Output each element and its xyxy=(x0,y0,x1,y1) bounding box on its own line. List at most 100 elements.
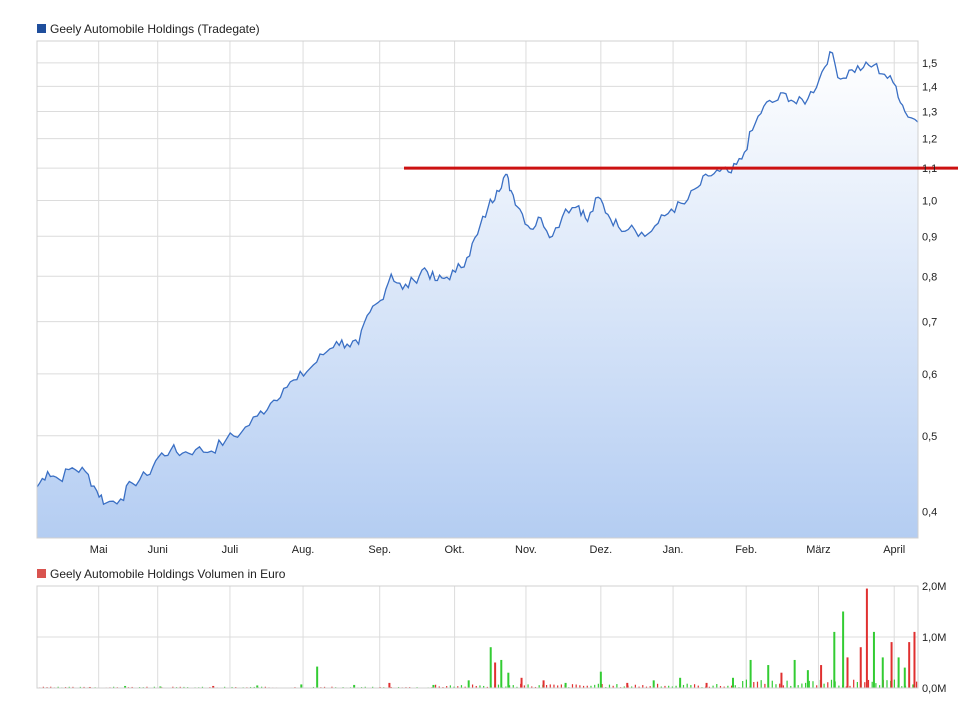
volume-bar xyxy=(353,684,356,688)
volume-bar xyxy=(527,684,529,688)
volume-bar xyxy=(560,684,562,688)
volume-bar xyxy=(57,686,59,688)
volume-bar xyxy=(830,679,833,688)
volume-bar xyxy=(793,659,796,688)
volume-bar xyxy=(865,588,868,688)
volume-bar xyxy=(575,684,577,688)
volume-bar xyxy=(867,679,870,688)
volume-bar xyxy=(775,684,777,688)
volume-bar xyxy=(827,682,829,688)
volume-bar xyxy=(50,686,52,688)
volume-bar xyxy=(764,683,766,688)
volume-bar xyxy=(753,682,755,688)
volume-bar xyxy=(146,686,148,688)
volume-bar xyxy=(68,686,70,688)
volume-bar xyxy=(686,683,688,688)
volume-bar xyxy=(842,611,845,688)
price-x-tick-label: Juni xyxy=(148,544,168,556)
volume-bar xyxy=(256,685,259,688)
price-x-tick-label: Jan. xyxy=(663,544,684,556)
volume-bar xyxy=(645,686,648,688)
volume-bar xyxy=(649,686,651,688)
price-x-tick-label: April xyxy=(883,544,905,556)
volume-y-tick-label: 0,0M xyxy=(922,683,946,695)
volume-bar xyxy=(231,686,233,688)
volume-bar xyxy=(483,685,485,688)
volume-bar xyxy=(590,685,592,688)
volume-bar xyxy=(594,684,596,688)
volume-bar xyxy=(153,686,155,688)
volume-bar xyxy=(859,647,862,688)
volume-bar xyxy=(705,682,708,688)
volume-bar xyxy=(500,659,503,688)
volume-bar xyxy=(489,647,492,688)
price-y-tick-label: 0,6 xyxy=(922,369,937,381)
volume-bar xyxy=(508,685,511,688)
volume-bar xyxy=(723,686,725,688)
volume-bar xyxy=(471,684,474,688)
volume-bar xyxy=(497,684,500,688)
volume-bar xyxy=(634,684,636,688)
volume-bar xyxy=(449,685,451,688)
volume-bar xyxy=(719,685,722,688)
volume-legend-swatch xyxy=(37,569,46,578)
volume-bar xyxy=(507,672,510,688)
volume-bar xyxy=(886,680,888,688)
price-y-tick-label: 1,4 xyxy=(922,81,937,93)
volume-bar xyxy=(520,677,523,688)
volume-bar xyxy=(745,679,747,688)
volume-bar xyxy=(79,686,81,688)
price-x-tick-label: Dez. xyxy=(590,544,613,556)
price-y-tick-label: 0,7 xyxy=(922,317,937,329)
volume-bar xyxy=(631,686,633,688)
volume-bar xyxy=(494,662,497,688)
volume-bar xyxy=(582,685,585,688)
volume-bar xyxy=(749,659,752,688)
volume-bar xyxy=(545,685,548,688)
volume-plot-frame xyxy=(36,585,919,689)
volume-bar xyxy=(253,686,255,688)
volume-bar xyxy=(538,685,540,688)
volume-bar xyxy=(808,680,810,688)
volume-panel: Geely Automobile Holdings Volumen in Eur… xyxy=(36,567,946,695)
volume-y-tick-label: 2,0M xyxy=(922,581,946,593)
volume-chart-title: Geely Automobile Holdings Volumen in Eur… xyxy=(50,567,286,581)
volume-bar xyxy=(897,657,900,688)
volume-bar xyxy=(261,686,263,688)
volume-bar xyxy=(390,686,392,688)
volume-bar xyxy=(812,681,814,688)
volume-bar xyxy=(779,683,781,688)
volume-bar xyxy=(908,642,911,688)
volume-bar xyxy=(913,631,916,688)
price-x-tick-label: Sep. xyxy=(368,544,391,556)
volume-bar xyxy=(612,685,614,688)
price-x-tick-label: Okt. xyxy=(445,544,465,556)
volume-bar xyxy=(553,684,555,688)
volume-bar xyxy=(660,686,662,688)
price-area-fill xyxy=(37,51,918,539)
price-y-tick-label: 1,2 xyxy=(922,134,937,146)
volume-bar xyxy=(760,680,762,688)
volume-bar xyxy=(838,685,840,688)
price-y-tick-label: 0,4 xyxy=(922,507,937,519)
price-x-tick-label: Juli xyxy=(222,544,239,556)
price-panel: Geely Automobile Holdings (Tradegate) 0,… xyxy=(36,22,958,556)
volume-bar xyxy=(608,684,611,688)
volume-bar xyxy=(131,686,133,688)
volume-bar xyxy=(83,686,85,688)
volume-bar xyxy=(312,686,315,688)
volume-bar xyxy=(172,686,174,688)
volume-bar xyxy=(712,685,714,688)
volume-bar xyxy=(820,665,823,688)
volume-bar xyxy=(434,684,437,688)
volume-bar xyxy=(782,685,784,688)
volume-bar xyxy=(864,682,866,688)
volume-bar xyxy=(579,685,581,688)
volume-bar xyxy=(372,686,374,688)
volume-bar xyxy=(742,681,744,688)
volume-bar xyxy=(531,686,533,688)
volume-bar xyxy=(88,686,91,688)
volume-bar xyxy=(179,686,181,688)
price-x-tick-label: März xyxy=(806,544,830,556)
